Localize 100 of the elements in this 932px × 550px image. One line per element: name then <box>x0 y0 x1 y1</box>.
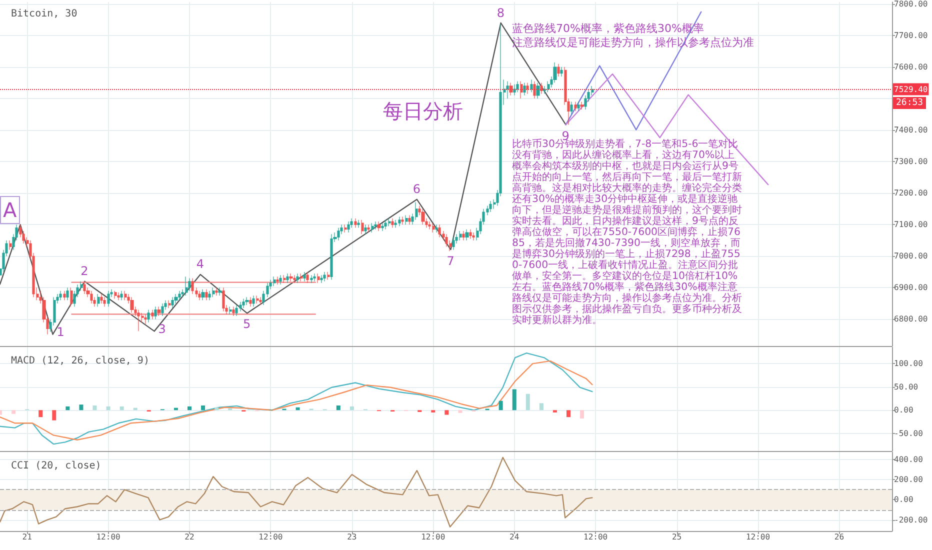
candlestick <box>120 290 123 301</box>
bar <box>120 406 124 410</box>
annotation: 6 <box>412 182 421 196</box>
candlestick <box>435 224 438 233</box>
candlestick <box>469 229 472 240</box>
candlestick <box>59 290 62 301</box>
candlestick <box>97 294 100 307</box>
y-tick-label: 100.00 <box>894 359 924 368</box>
bar <box>12 410 16 414</box>
candlestick <box>289 273 293 282</box>
annotation: A <box>0 196 20 224</box>
candlestick <box>130 296 134 314</box>
candlestick <box>90 290 93 304</box>
candlestick <box>286 273 289 284</box>
annotation: 8 <box>496 6 504 20</box>
candlestick <box>188 278 191 292</box>
bar <box>350 406 354 410</box>
candlestick <box>330 234 333 280</box>
candlestick <box>421 208 425 225</box>
candlestick <box>381 222 384 232</box>
x-tick-label: 22 <box>184 532 194 542</box>
candlestick <box>245 296 249 306</box>
candlestick <box>347 221 350 233</box>
bar <box>526 394 530 410</box>
bar <box>66 406 70 410</box>
candlestick <box>117 292 120 301</box>
y-tick-label: 200.00 <box>894 475 924 484</box>
bar <box>188 406 192 410</box>
candlestick <box>232 306 235 316</box>
candlestick <box>191 278 194 294</box>
candlestick <box>144 314 147 324</box>
candlestick <box>100 294 103 304</box>
bar <box>512 389 516 410</box>
y-tick-label: 7700.00 <box>894 31 928 40</box>
candlestick <box>357 220 360 228</box>
candlestick <box>306 272 309 284</box>
x-tick-label: 23 <box>347 532 357 542</box>
candlestick <box>70 287 73 307</box>
text: 26:53 <box>893 97 926 110</box>
candlestick <box>384 220 387 230</box>
y-tick-label: 7000.00 <box>894 252 928 261</box>
x-tick-label: 12:00 <box>584 532 608 542</box>
candlestick <box>526 82 529 94</box>
y-tick-label: 6800.00 <box>894 314 928 324</box>
y-tick-label: 7600.00 <box>894 62 928 72</box>
bar <box>566 410 570 418</box>
bar <box>444 410 449 415</box>
bar <box>52 410 56 420</box>
candlestick <box>367 224 370 233</box>
y-tick-label: 400.00 <box>894 454 924 464</box>
candlestick <box>530 79 533 93</box>
candlestick <box>323 272 326 282</box>
candlestick <box>364 224 367 234</box>
candlestick <box>198 290 201 301</box>
candlestick <box>533 80 536 99</box>
candlestick <box>408 214 411 225</box>
candlestick <box>107 290 110 307</box>
y-tick-label: -50.00 <box>894 428 924 438</box>
x-tick-label: 12:00 <box>96 532 121 542</box>
candlestick <box>520 80 523 99</box>
candlestick <box>513 84 516 96</box>
candlestick <box>273 276 276 286</box>
candlestick <box>242 298 245 308</box>
candlestick <box>147 309 150 323</box>
x-tick-label: 12:00 <box>746 532 770 542</box>
candlestick <box>354 218 357 228</box>
candlestick <box>428 221 431 230</box>
candlestick <box>452 236 455 250</box>
candlestick <box>438 224 441 238</box>
candlestick <box>171 296 174 308</box>
candlestick <box>124 290 127 301</box>
candlestick <box>66 287 69 301</box>
candlestick <box>432 222 435 233</box>
candlestick <box>83 281 86 294</box>
text: MACD (12, 26, close, 9) <box>11 356 150 366</box>
candlestick <box>296 273 299 284</box>
x-tick-label: 24 <box>510 532 520 542</box>
candlestick <box>252 295 255 307</box>
bar <box>106 406 110 410</box>
candlestick <box>536 82 540 99</box>
candlestick <box>317 273 320 284</box>
candlestick <box>178 290 181 301</box>
candlestick <box>229 306 232 315</box>
candlestick <box>462 230 465 241</box>
candlestick <box>300 273 303 282</box>
candlestick <box>350 218 353 228</box>
candlestick <box>523 82 526 96</box>
candlestick <box>398 216 401 227</box>
candlestick <box>577 101 580 112</box>
y-tick-label: 50.00 <box>894 382 918 392</box>
x-tick-label: 25 <box>672 532 682 542</box>
candlestick <box>161 303 164 316</box>
annotation: 2 <box>80 264 88 278</box>
candlestick <box>320 274 323 284</box>
y-tick-label: 7800.00 <box>894 0 928 8</box>
y-tick-label: -200.00 <box>894 515 928 524</box>
candlestick <box>293 274 296 284</box>
y-tick-label: 7400.00 <box>894 126 928 135</box>
candlestick <box>405 214 408 225</box>
candlestick <box>415 202 418 220</box>
